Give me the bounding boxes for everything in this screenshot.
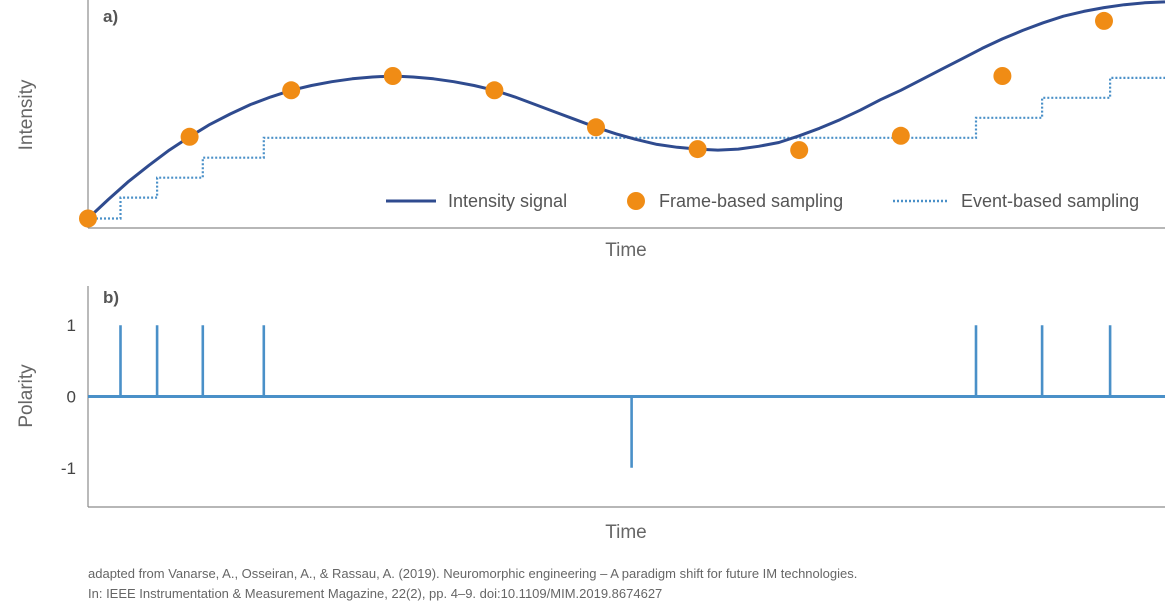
panel-b-y-tick-label: -1 — [61, 459, 76, 478]
frame-sample-point — [993, 67, 1012, 85]
legend: Intensity signal Frame-based sampling Ev… — [386, 191, 1139, 211]
panel-b-tag: b) — [103, 288, 119, 307]
legend-intensity-signal-label: Intensity signal — [448, 191, 567, 211]
panel-b-y-axis-label: Polarity — [16, 364, 37, 428]
frame-sample-point — [790, 141, 809, 160]
panel-a-tag: a) — [103, 7, 118, 26]
frame-sample-point — [688, 140, 707, 159]
frame-sample-point — [282, 81, 301, 100]
panel-b: b) Time Polarity 1 0 -1 — [16, 286, 1165, 543]
frame-sample-point — [891, 126, 910, 145]
intensity-signal-series — [86, 0, 1166, 220]
legend-frame-based-sampling-swatch — [627, 192, 645, 210]
panel-b-y-tick-label: 0 — [67, 388, 76, 407]
panel-b-plot — [88, 325, 1165, 468]
frame-sample-point — [180, 127, 199, 146]
event-based-sampling-series — [88, 76, 1165, 220]
panel-a-x-axis-label: Time — [605, 240, 647, 261]
citation-line-1: adapted from Vanarse, A., Osseiran, A., … — [88, 566, 858, 581]
frame-sample-point — [1095, 11, 1113, 30]
legend-event-based-sampling-label: Event-based sampling — [961, 191, 1139, 211]
frame-sample-point — [383, 67, 402, 85]
frame-sample-point — [587, 118, 605, 137]
panel-a-plot — [79, 0, 1166, 228]
panel-b-x-axis-label: Time — [605, 522, 647, 543]
panel-a-y-axis-label: Intensity — [16, 79, 37, 150]
frame-sample-point — [485, 81, 504, 100]
panel-b-y-ticks: 1 0 -1 — [61, 316, 76, 478]
legend-frame-based-sampling-label: Frame-based sampling — [659, 191, 843, 211]
citation-line-2: In: IEEE Instrumentation & Measurement M… — [88, 586, 663, 601]
panel-b-y-tick-label: 1 — [67, 316, 76, 335]
panel-a: a) Time Intensity Intensity signal Frame… — [16, 0, 1166, 261]
frame-sample-point — [79, 209, 97, 228]
